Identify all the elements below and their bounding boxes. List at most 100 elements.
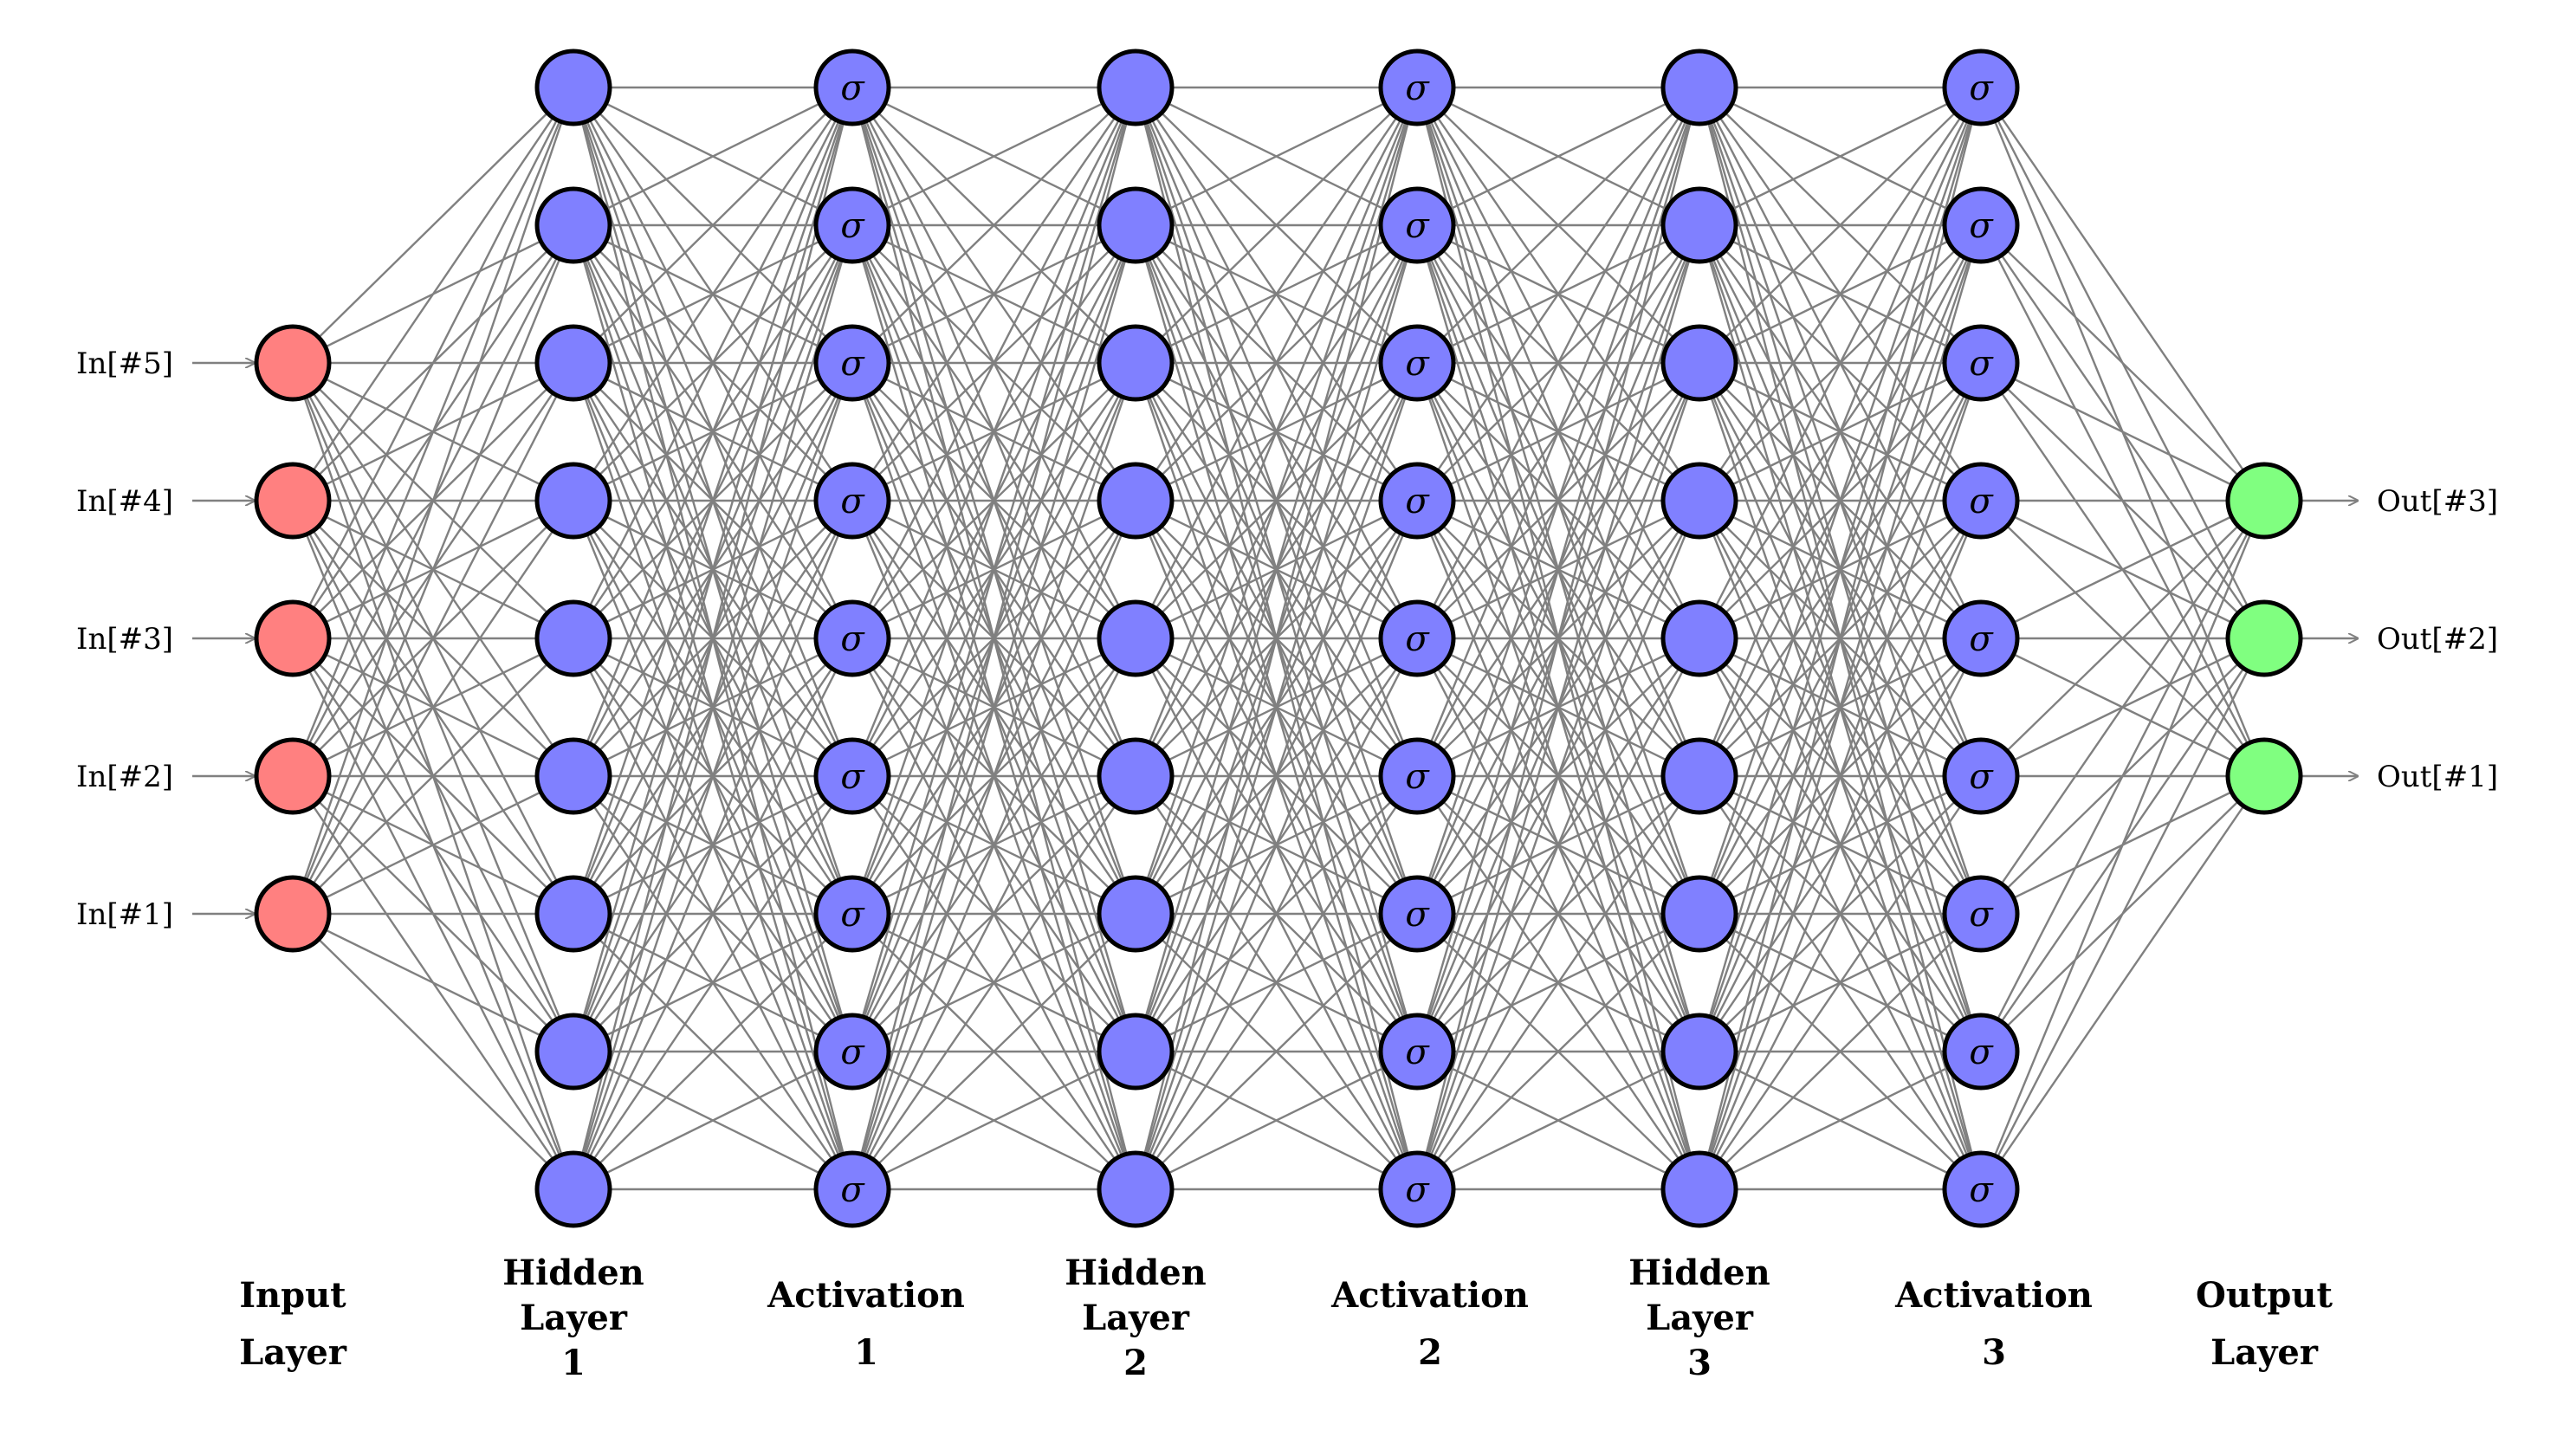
edge-l2-n6-to-n1 <box>572 87 854 777</box>
edge-l1-n4-to-n1 <box>291 87 575 777</box>
layer-label-l1-line1: Input <box>239 1275 346 1316</box>
edge-l4-n7-to-n1 <box>1134 87 1419 915</box>
edge-l1-n5-to-n4 <box>292 500 574 915</box>
hidden-node-l4-n3 <box>1097 324 1175 402</box>
sigma-label-l3-n9: σ <box>840 1170 865 1210</box>
layer-label-l8-line1: Output <box>2196 1275 2333 1316</box>
edge-l2-n9-to-n7 <box>573 913 853 1190</box>
layer-label-l8-line2: Layer <box>2210 1332 2319 1373</box>
hidden-node-l6-n8 <box>1660 1013 1738 1091</box>
sigma-label-l3-n7: σ <box>840 895 865 935</box>
edge-l7-n9-to-n3 <box>1980 775 2265 1190</box>
edge-l4-n4-to-n1 <box>1135 87 1418 502</box>
edge-l5-n6-to-n1 <box>1415 87 1701 777</box>
sigma-label-l3-n8: σ <box>840 1032 865 1072</box>
edge-l6-n9-to-n4 <box>1698 500 1983 1190</box>
hidden-node-l6-n9 <box>1660 1150 1738 1228</box>
edge-l2-n8-to-n1 <box>572 87 854 1052</box>
edge-l1-n1-to-n1 <box>292 87 574 364</box>
activation-node-l7-n1 <box>1942 49 2020 126</box>
input-label-2: In[#4] <box>76 484 173 519</box>
layer-label-l4-line1: Hidden <box>1065 1253 1206 1293</box>
activation-node-l3-n8 <box>813 1013 891 1091</box>
edge-l4-n2-to-n1 <box>1135 86 1418 227</box>
activation-node-l3-n7 <box>813 875 891 953</box>
hidden-node-l4-n2 <box>1097 186 1175 264</box>
activation-node-l7-n5 <box>1942 599 2020 677</box>
output-label-3: Out[#1] <box>2377 760 2498 794</box>
edge-l5-n9-to-n3 <box>1415 362 1701 1190</box>
edge-l4-n9-to-n7 <box>1135 913 1418 1190</box>
activation-node-l7-n9 <box>1942 1150 2020 1228</box>
hidden-node-l6-n4 <box>1660 462 1738 540</box>
sigma-label-l5-n1: σ <box>1405 68 1430 108</box>
input-label-3: In[#3] <box>76 622 173 657</box>
sigma-label-l3-n5: σ <box>840 619 865 659</box>
edge-l1-n5-to-n1 <box>291 87 575 915</box>
input-node-l1-n4 <box>254 737 332 815</box>
hidden-node-l4-n7 <box>1097 875 1175 953</box>
edge-l2-n3-to-n1 <box>573 87 853 364</box>
activation-node-l5-n6 <box>1378 737 1456 815</box>
sigma-label-l7-n6: σ <box>1969 757 1994 797</box>
edge-l4-n9-to-n3 <box>1134 362 1419 1190</box>
output-label-2: Out[#2] <box>2377 622 2498 657</box>
layer-label-l6-line3: 3 <box>1687 1343 1712 1383</box>
activation-node-l5-n5 <box>1378 599 1456 677</box>
edge-l5-n8-to-n1 <box>1415 87 1701 1052</box>
edge-l3-n9-to-n3 <box>851 362 1137 1190</box>
edge-l2-n9-to-n6 <box>573 775 853 1190</box>
sigma-label-l3-n3: σ <box>840 344 865 384</box>
edge-l4-n9-to-n2 <box>1134 224 1419 1190</box>
hidden-node-l4-n5 <box>1097 599 1175 677</box>
layer-label-l6-line1: Hidden <box>1628 1253 1770 1293</box>
edge-l2-n4-to-n1 <box>573 87 853 502</box>
edge-l3-n9-to-n4 <box>851 500 1137 1190</box>
layer-label-l1-line2: Layer <box>239 1332 347 1373</box>
activation-node-l3-n5 <box>813 599 891 677</box>
hidden-node-l6-n7 <box>1660 875 1738 953</box>
activation-node-l7-n2 <box>1942 186 2020 264</box>
edge-l2-n7-to-n1 <box>572 87 854 915</box>
edge-l5-n9-to-n4 <box>1415 500 1701 1190</box>
io-arrows <box>192 363 2358 914</box>
layer-label-l3-line2: 1 <box>854 1332 878 1373</box>
sigma-label-l7-n2: σ <box>1969 206 1994 246</box>
edge-l7-n9-to-n2 <box>1979 638 2266 1190</box>
activation-node-l3-n9 <box>813 1150 891 1228</box>
activation-node-l3-n6 <box>813 737 891 815</box>
activation-node-l3-n3 <box>813 324 891 402</box>
edge-l7-n9-to-n1 <box>1979 500 2266 1190</box>
edge-l5-n9-to-n1 <box>1415 87 1701 1190</box>
hidden-node-l2-n3 <box>534 324 612 402</box>
input-node-l1-n3 <box>254 599 332 677</box>
edge-l5-n2-to-n1 <box>1416 86 1700 227</box>
hidden-node-l2-n1 <box>534 49 612 126</box>
edge-l3-n9-to-n8 <box>851 1050 1136 1191</box>
edge-l1-n5-to-n5 <box>292 638 574 915</box>
activation-node-l5-n1 <box>1378 49 1456 126</box>
edge-l3-n9-to-n6 <box>851 775 1136 1190</box>
edge-l1-n3-to-n1 <box>291 87 575 639</box>
edge-l3-n2-to-n1 <box>851 86 1136 227</box>
edge-l3-n3-to-n1 <box>851 87 1136 364</box>
edge-l6-n5-to-n1 <box>1698 87 1983 639</box>
edge-l1-n2-to-n1 <box>292 87 574 502</box>
edge-l6-n3-to-n1 <box>1699 87 1982 364</box>
edge-l5-n3-to-n1 <box>1416 87 1700 364</box>
edge-l5-n7-to-n1 <box>1415 87 1701 915</box>
activation-node-l5-n7 <box>1378 875 1456 953</box>
layer-label-l6-line2: Layer <box>1646 1298 1754 1338</box>
edge-l3-n9-to-n1 <box>851 87 1137 1190</box>
neurons: σ σ σ σ σ σ σ σ σ σ σ σ σ σ σ σ σ σ σ σ σ σ σ σ σ σ σ <box>254 49 2303 1228</box>
activation-node-l7-n7 <box>1942 875 2020 953</box>
activation-node-l5-n4 <box>1378 462 1456 540</box>
sigma-label-l5-n2: σ <box>1405 206 1430 246</box>
edge-l2-n9-to-n5 <box>572 638 854 1190</box>
hidden-node-l2-n7 <box>534 875 612 953</box>
edge-l6-n9-to-n8 <box>1699 1050 1982 1191</box>
edge-l1-n5-to-n3 <box>291 362 575 915</box>
edge-l2-n2-to-n1 <box>573 86 853 227</box>
sigma-label-l5-n5: σ <box>1405 619 1430 659</box>
